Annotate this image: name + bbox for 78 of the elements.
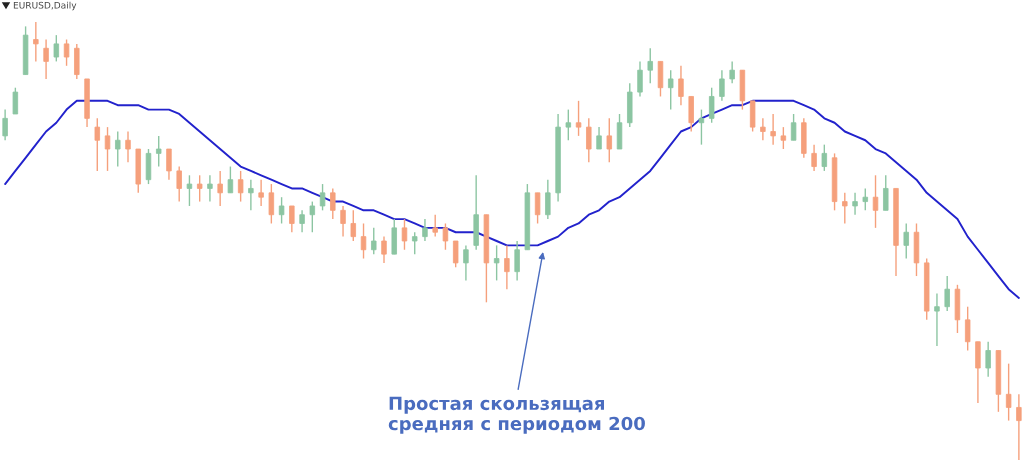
candlestick [770, 113, 776, 146]
candlestick [586, 117, 592, 163]
candlestick [412, 231, 418, 255]
candlestick [442, 222, 449, 251]
candlestick [125, 130, 131, 163]
candlestick [883, 174, 889, 212]
annotation: Простая скользящая средняя с периодом 200 [388, 396, 645, 434]
candlestick [217, 170, 223, 207]
candlestick [43, 38, 49, 80]
candlestick [493, 244, 500, 282]
candlestick [340, 205, 346, 238]
candlestick [565, 108, 572, 141]
candlestick [432, 214, 438, 238]
candlestick [156, 135, 162, 168]
candlestick [934, 292, 940, 347]
candlestick [381, 235, 387, 264]
candlestick [94, 117, 100, 172]
candlestick [330, 187, 336, 220]
candlestick [463, 244, 469, 282]
candlestick [401, 218, 408, 251]
candlestick [115, 130, 121, 168]
candlestick [278, 196, 285, 225]
candlestick [575, 100, 582, 137]
candlestick [63, 38, 70, 67]
candlestick [33, 21, 39, 63]
candlestick [872, 174, 879, 229]
candlestick [698, 108, 705, 146]
candlestick [729, 60, 735, 85]
candlestick [299, 209, 305, 233]
candlestick [248, 178, 254, 212]
candlestick [104, 126, 111, 172]
candlestick [176, 165, 182, 203]
candlestick [309, 200, 316, 233]
candlestick [1005, 362, 1012, 422]
candlestick [514, 240, 520, 282]
candlestick [350, 209, 356, 242]
chart-title: EURUSD,Daily [13, 1, 77, 11]
candlestick [545, 178, 551, 220]
candlestick [852, 192, 858, 216]
candlestick [596, 126, 602, 150]
candlestick [227, 165, 234, 194]
candlestick [1016, 393, 1022, 461]
candlestick [668, 69, 674, 111]
candlestick [790, 113, 797, 141]
candlestick [12, 87, 19, 115]
candlestick [504, 244, 510, 290]
candlestick [780, 126, 787, 150]
candlestick [708, 87, 715, 124]
candlestick [719, 69, 725, 102]
candlestick [606, 117, 612, 163]
candlestick [2, 108, 8, 141]
candlestick [862, 187, 868, 212]
candlestick [534, 192, 541, 225]
candlestick [903, 222, 909, 260]
candlestick [452, 240, 459, 268]
candlestick [422, 218, 428, 242]
candlestick [371, 227, 377, 255]
candlestick [166, 148, 172, 181]
candlestick [268, 183, 275, 225]
candlestick [678, 65, 684, 106]
candlestick [53, 34, 60, 63]
candlestick [985, 341, 991, 378]
candlestick [760, 117, 766, 141]
candlestick [319, 183, 326, 212]
candlestick [637, 60, 643, 98]
candlestick [237, 170, 244, 203]
candlestick [811, 143, 817, 172]
candlestick [207, 174, 213, 203]
candlestick [196, 174, 203, 203]
candlestick [842, 192, 848, 225]
candlestick [186, 174, 193, 207]
candlestick [289, 205, 295, 233]
candlestick [647, 47, 653, 85]
candlestick [944, 275, 950, 312]
candlestick [964, 306, 971, 352]
candlestick [258, 178, 264, 207]
candlestick [821, 143, 828, 172]
candlestick [360, 222, 367, 260]
